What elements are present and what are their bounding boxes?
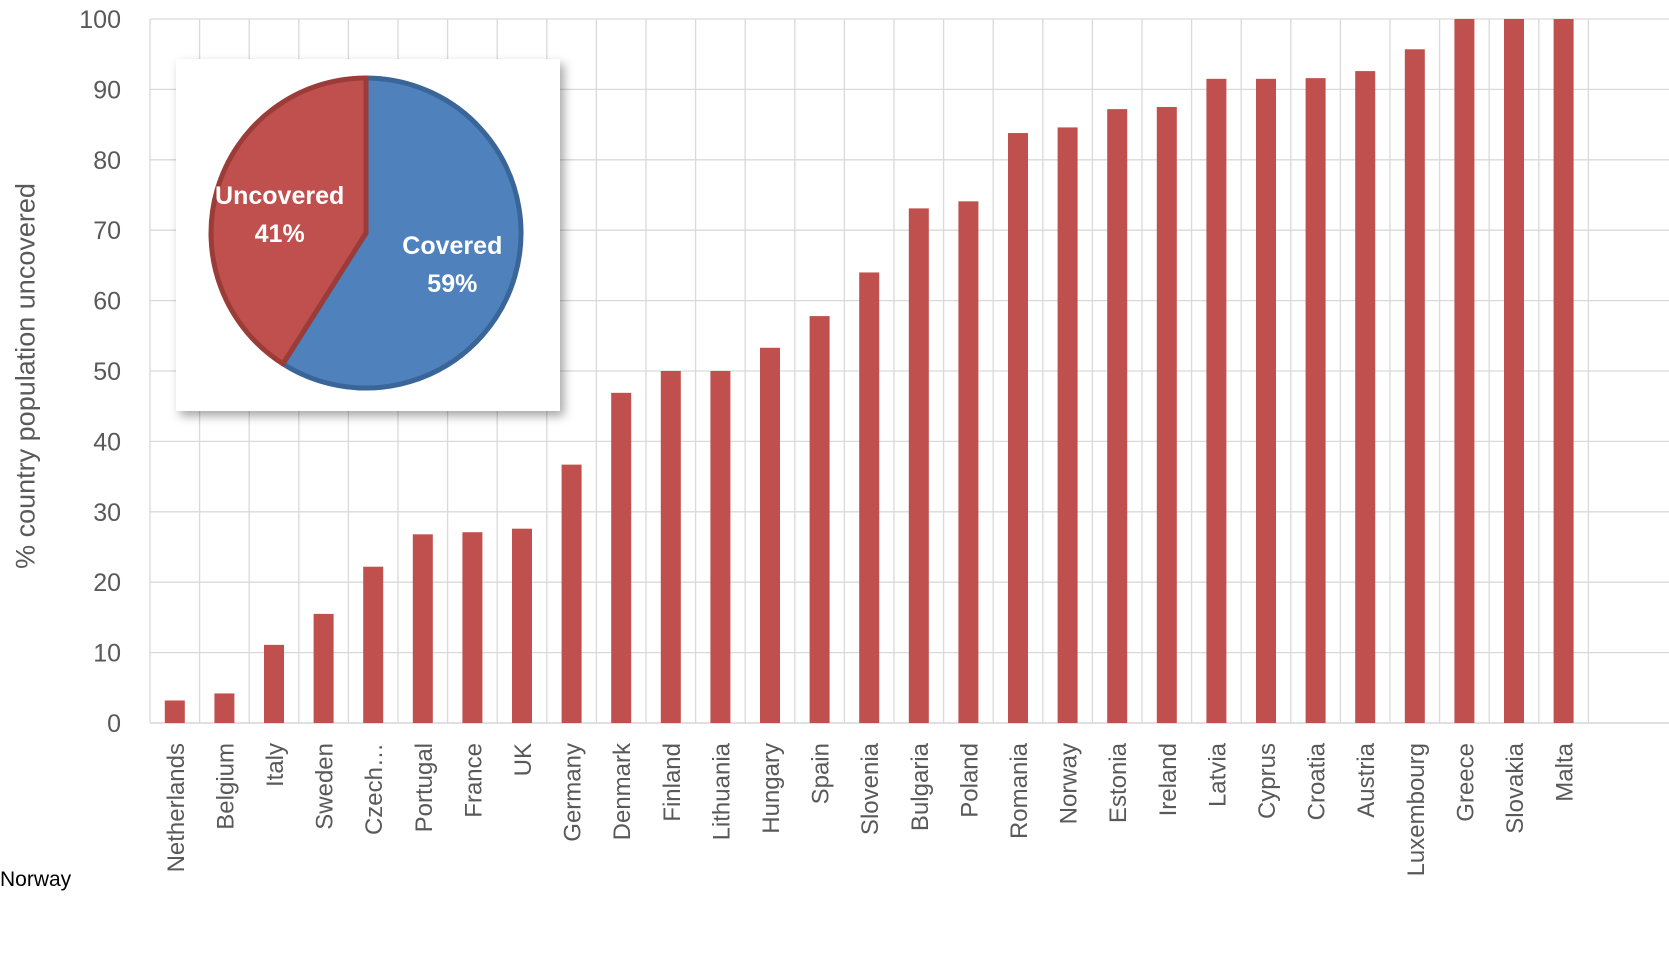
- y-tick-label: 90: [93, 76, 121, 104]
- x-tick-label: Czech…: [361, 743, 388, 835]
- bar: [1504, 19, 1524, 723]
- bar: [859, 272, 880, 723]
- bar: [1454, 19, 1475, 723]
- x-tick-label: Finland: [659, 743, 686, 822]
- y-tick-label: 30: [93, 499, 121, 527]
- x-tick-label: Denmark: [609, 742, 636, 840]
- x-tick-label: Ireland: [1155, 743, 1182, 816]
- bar: [1305, 78, 1326, 724]
- y-tick-label: 80: [93, 147, 121, 175]
- pie-slice: [208, 75, 369, 367]
- bar: [1057, 127, 1078, 723]
- pie-slice-percent: 41%: [255, 220, 305, 248]
- bar: [313, 613, 334, 723]
- x-tick-label: Luxembourg: [1403, 743, 1430, 876]
- y-tick-label: 60: [93, 288, 121, 316]
- bar: [958, 201, 979, 723]
- bar: [1553, 19, 1574, 723]
- bar: [264, 644, 284, 723]
- y-axis-ticks: 0 10 20 30 40 50 60 70 80 90 100: [79, 6, 121, 738]
- x-tick-label: Portugal: [411, 743, 438, 832]
- bar: [760, 347, 780, 723]
- y-axis-title-text: % country population uncovered: [10, 183, 41, 569]
- x-tick-label: France: [460, 743, 487, 818]
- x-tick-label: UK: [510, 743, 537, 776]
- x-tick-label: Hungary: [758, 743, 785, 834]
- x-tick-label: Slovenia: [857, 742, 884, 835]
- x-axis-ticks: Netherlands Belgium Italy Sweden Czech… Portu…: [163, 742, 1579, 876]
- x-tick-label: Romania: [1006, 742, 1033, 839]
- y-axis-title: % country population uncovered: [8, 153, 44, 599]
- y-tick-label: 50: [93, 358, 121, 386]
- y-tick-label: 0: [107, 710, 121, 738]
- x-tick-label: Bulgaria: [907, 742, 934, 831]
- x-tick-label: Malta: [1552, 742, 1579, 801]
- bar: [214, 693, 235, 723]
- bar: [1107, 109, 1128, 723]
- bar: [462, 532, 483, 723]
- y-tick-label: 40: [93, 428, 121, 456]
- pie-slice-label: Covered: [402, 232, 502, 260]
- y-tick-label: 70: [93, 217, 121, 245]
- bar: [512, 528, 532, 723]
- pie-inset: Covered 59% Uncovered 41%: [176, 59, 560, 411]
- bar: [660, 371, 681, 723]
- x-tick-label: Belgium: [212, 743, 239, 830]
- x-tick-label: Croatia: [1304, 742, 1331, 820]
- bar: [1206, 78, 1227, 724]
- bar: [561, 464, 582, 723]
- pie-slice: [280, 75, 524, 391]
- bar: [1008, 133, 1028, 724]
- bar: [809, 316, 830, 723]
- x-tick-label: Spain: [808, 743, 835, 804]
- x-tick-label: Italy: [262, 743, 289, 787]
- bar: [164, 700, 185, 723]
- x-tick-label: Norway: [1056, 743, 1083, 824]
- bar: [1156, 107, 1177, 723]
- x-tick-label: Lithuania: [708, 742, 735, 840]
- x-tick-label: Slovakia: [1502, 742, 1529, 833]
- bar: [412, 534, 433, 723]
- y-tick-label: 100: [79, 6, 121, 34]
- pie-slice-percent: 59%: [427, 270, 477, 298]
- bar: [908, 208, 929, 724]
- x-tick-label: Germany: [560, 743, 587, 842]
- bar-series: [164, 19, 1574, 724]
- x-tick-label: Cyprus: [1254, 743, 1281, 819]
- bar: [363, 566, 384, 723]
- x-tick-label: Estonia: [1105, 742, 1132, 823]
- bar: [710, 371, 731, 723]
- bar: [1256, 78, 1276, 724]
- y-tick-label: 20: [93, 569, 121, 597]
- x-tick-label: Sweden: [312, 743, 339, 830]
- x-tick-label: Poland: [956, 743, 983, 818]
- y-tick-label: 10: [93, 640, 121, 668]
- bar: [1404, 49, 1425, 724]
- x-tick-label: Austria: [1353, 742, 1380, 817]
- bar: [611, 392, 632, 723]
- bar: [1355, 71, 1376, 723]
- pie-slice-label: Uncovered: [215, 182, 344, 210]
- x-tick-label: Netherlands: [163, 743, 190, 872]
- x-tick-label: Greece: [1452, 743, 1479, 822]
- stray-label: Norway: [0, 868, 72, 891]
- x-tick-label: Latvia: [1204, 742, 1231, 807]
